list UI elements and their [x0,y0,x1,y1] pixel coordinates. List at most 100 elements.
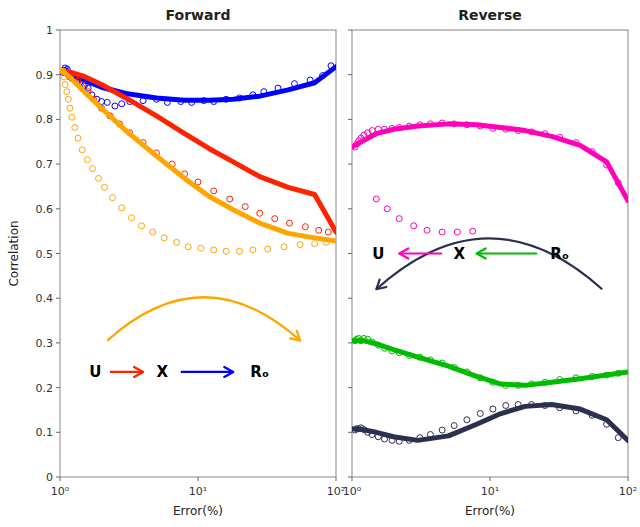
scatter-point [464,417,470,423]
arrow-head [134,367,143,377]
title: Reverse [458,7,522,23]
arrow [477,249,538,259]
x-tick-label: 10⁰ [343,485,362,498]
scatter-point [384,206,390,212]
annotation: Rₒ [250,363,269,381]
scatter-point [470,228,476,234]
y-tick-label: 0.5 [36,248,54,261]
scatter-point [223,248,229,254]
y-tick [348,477,352,478]
panel: 10⁰10¹10²ReverseError(%)UXRₒ [343,7,637,518]
x-axis-label: Error(%) [173,504,223,518]
y-tick [348,74,352,75]
scatter-point [185,244,191,250]
arrow-shaft [181,371,233,373]
y-tick [348,253,352,254]
y-tick [56,164,60,165]
scatter-point [84,157,90,163]
arrow-head [224,367,233,377]
scatter-point [281,244,287,250]
scatter-point [119,101,125,107]
line [352,405,628,441]
arrow-shaft [110,371,143,373]
scatter-point [237,248,243,254]
data-layer [60,63,336,255]
y-tick [56,30,60,31]
y-tick-label: 0.9 [36,69,54,82]
scatter-point [477,411,483,417]
x-tick [198,477,199,481]
y-tick [348,119,352,120]
annotation: X [454,245,466,263]
scatter-point [439,229,445,235]
scatter-point [67,105,73,111]
y-tick-label: 0.7 [36,158,54,171]
x-tick-label: 10⁰ [51,485,70,498]
scatter-point [112,103,118,109]
scatter-point [439,427,445,433]
y-tick [56,432,60,433]
y-tick-label: 0 [46,471,53,484]
y-tick [56,298,60,299]
scatter-point [242,204,248,210]
scatter-point [161,235,167,241]
scatter-point [297,242,303,248]
y-tick [348,208,352,209]
y-tick [348,342,352,343]
arrow [376,238,602,289]
scatter-point [411,223,417,229]
y-tick [348,432,352,433]
annotation: X [156,363,168,381]
y-tick [348,387,352,388]
scatter-point [72,124,78,130]
line [352,124,628,201]
y-tick [56,477,60,478]
scatter-point [75,135,81,141]
scatter-point [211,188,217,194]
scatter-point [109,195,115,201]
x-tick-label: 10¹ [481,485,499,498]
y-tick-label: 1 [46,24,53,37]
line [352,341,628,386]
scatter-point [503,402,509,408]
scatter-point [69,114,75,120]
scatter-point [211,247,217,253]
line [60,70,336,232]
scatter-point [129,215,135,221]
arrow [110,367,143,377]
x-tick-label: 10² [619,485,637,498]
scatter-point [139,223,145,229]
arrow-shaft [477,252,538,254]
scatter-point [312,241,318,247]
scatter-point [325,229,331,235]
y-tick-label: 0.6 [36,203,54,216]
scatter-point [250,247,256,253]
scatter-point [227,196,233,202]
y-tick [56,208,60,209]
scatter-point [119,205,125,211]
plot-frame [60,30,336,477]
y-tick-label: 0.3 [36,337,54,350]
y-tick [348,30,352,31]
scatter-point [265,246,271,252]
scatter-point [64,89,70,95]
arrow-shaft [107,297,300,340]
scatter-point [62,82,68,88]
title: Forward [166,7,231,23]
scatter-point [79,147,85,153]
y-tick [56,342,60,343]
scatter-point [454,229,460,235]
x-tick [60,477,61,481]
scatter-point [316,227,322,233]
x-tick [628,477,629,481]
arrow-shaft [399,252,442,254]
y-tick-label: 0.8 [36,113,54,126]
scatter-point [104,99,110,105]
y-tick [348,164,352,165]
y-tick-label: 0.1 [36,426,54,439]
scatter-point [101,184,107,190]
scatter-point [424,227,430,233]
line [60,69,336,241]
arrow-head [376,280,386,290]
scatter-point [451,423,457,429]
